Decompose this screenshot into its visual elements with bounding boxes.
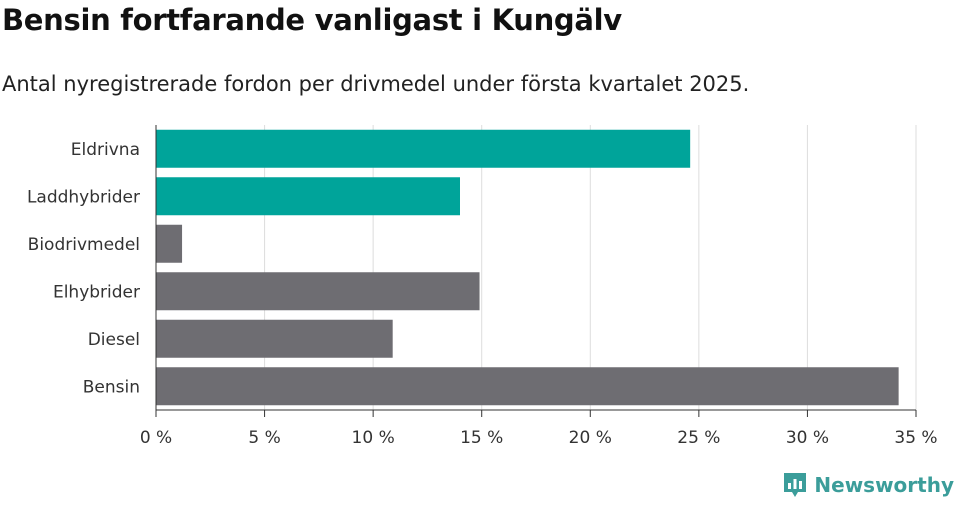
- x-tick-label: 30 %: [786, 428, 829, 448]
- category-label: Elhybrider: [53, 282, 140, 302]
- bar-chart: Eldrivna Laddhybrider Biodrivmedel Elhybrid…: [27, 125, 938, 448]
- category-label: Diesel: [88, 330, 140, 350]
- x-tick-label: 35 %: [894, 428, 937, 448]
- x-tick-label: 25 %: [677, 428, 720, 448]
- newsworthy-brand: Newsworthy: [782, 471, 954, 499]
- bar-laddhybrider: [156, 177, 460, 216]
- chart-subtitle: Antal nyregistrerade fordon per drivmede…: [2, 72, 750, 96]
- category-label: Eldrivna: [71, 140, 140, 160]
- x-tick-label: 15 %: [460, 428, 503, 448]
- bar-diesel: [156, 319, 393, 358]
- category-label: Bensin: [83, 377, 140, 397]
- brand-name: Newsworthy: [814, 473, 954, 497]
- bar-biodrivmedel: [156, 224, 183, 263]
- x-tick-label: 20 %: [569, 428, 612, 448]
- bar-eldrivna: [156, 129, 691, 168]
- category-label: Biodrivmedel: [28, 235, 140, 255]
- bar-bensin: [156, 367, 899, 406]
- chart-title: Bensin fortfarande vanligast i Kungälv: [2, 3, 622, 37]
- x-tick-label: 10 %: [352, 428, 395, 448]
- x-tick-label: 5 %: [248, 428, 280, 448]
- newsworthy-logo-icon: [784, 473, 807, 497]
- bar-elhybrider: [156, 272, 480, 311]
- category-label: Laddhybrider: [27, 187, 140, 207]
- x-tick-label: 0 %: [140, 428, 172, 448]
